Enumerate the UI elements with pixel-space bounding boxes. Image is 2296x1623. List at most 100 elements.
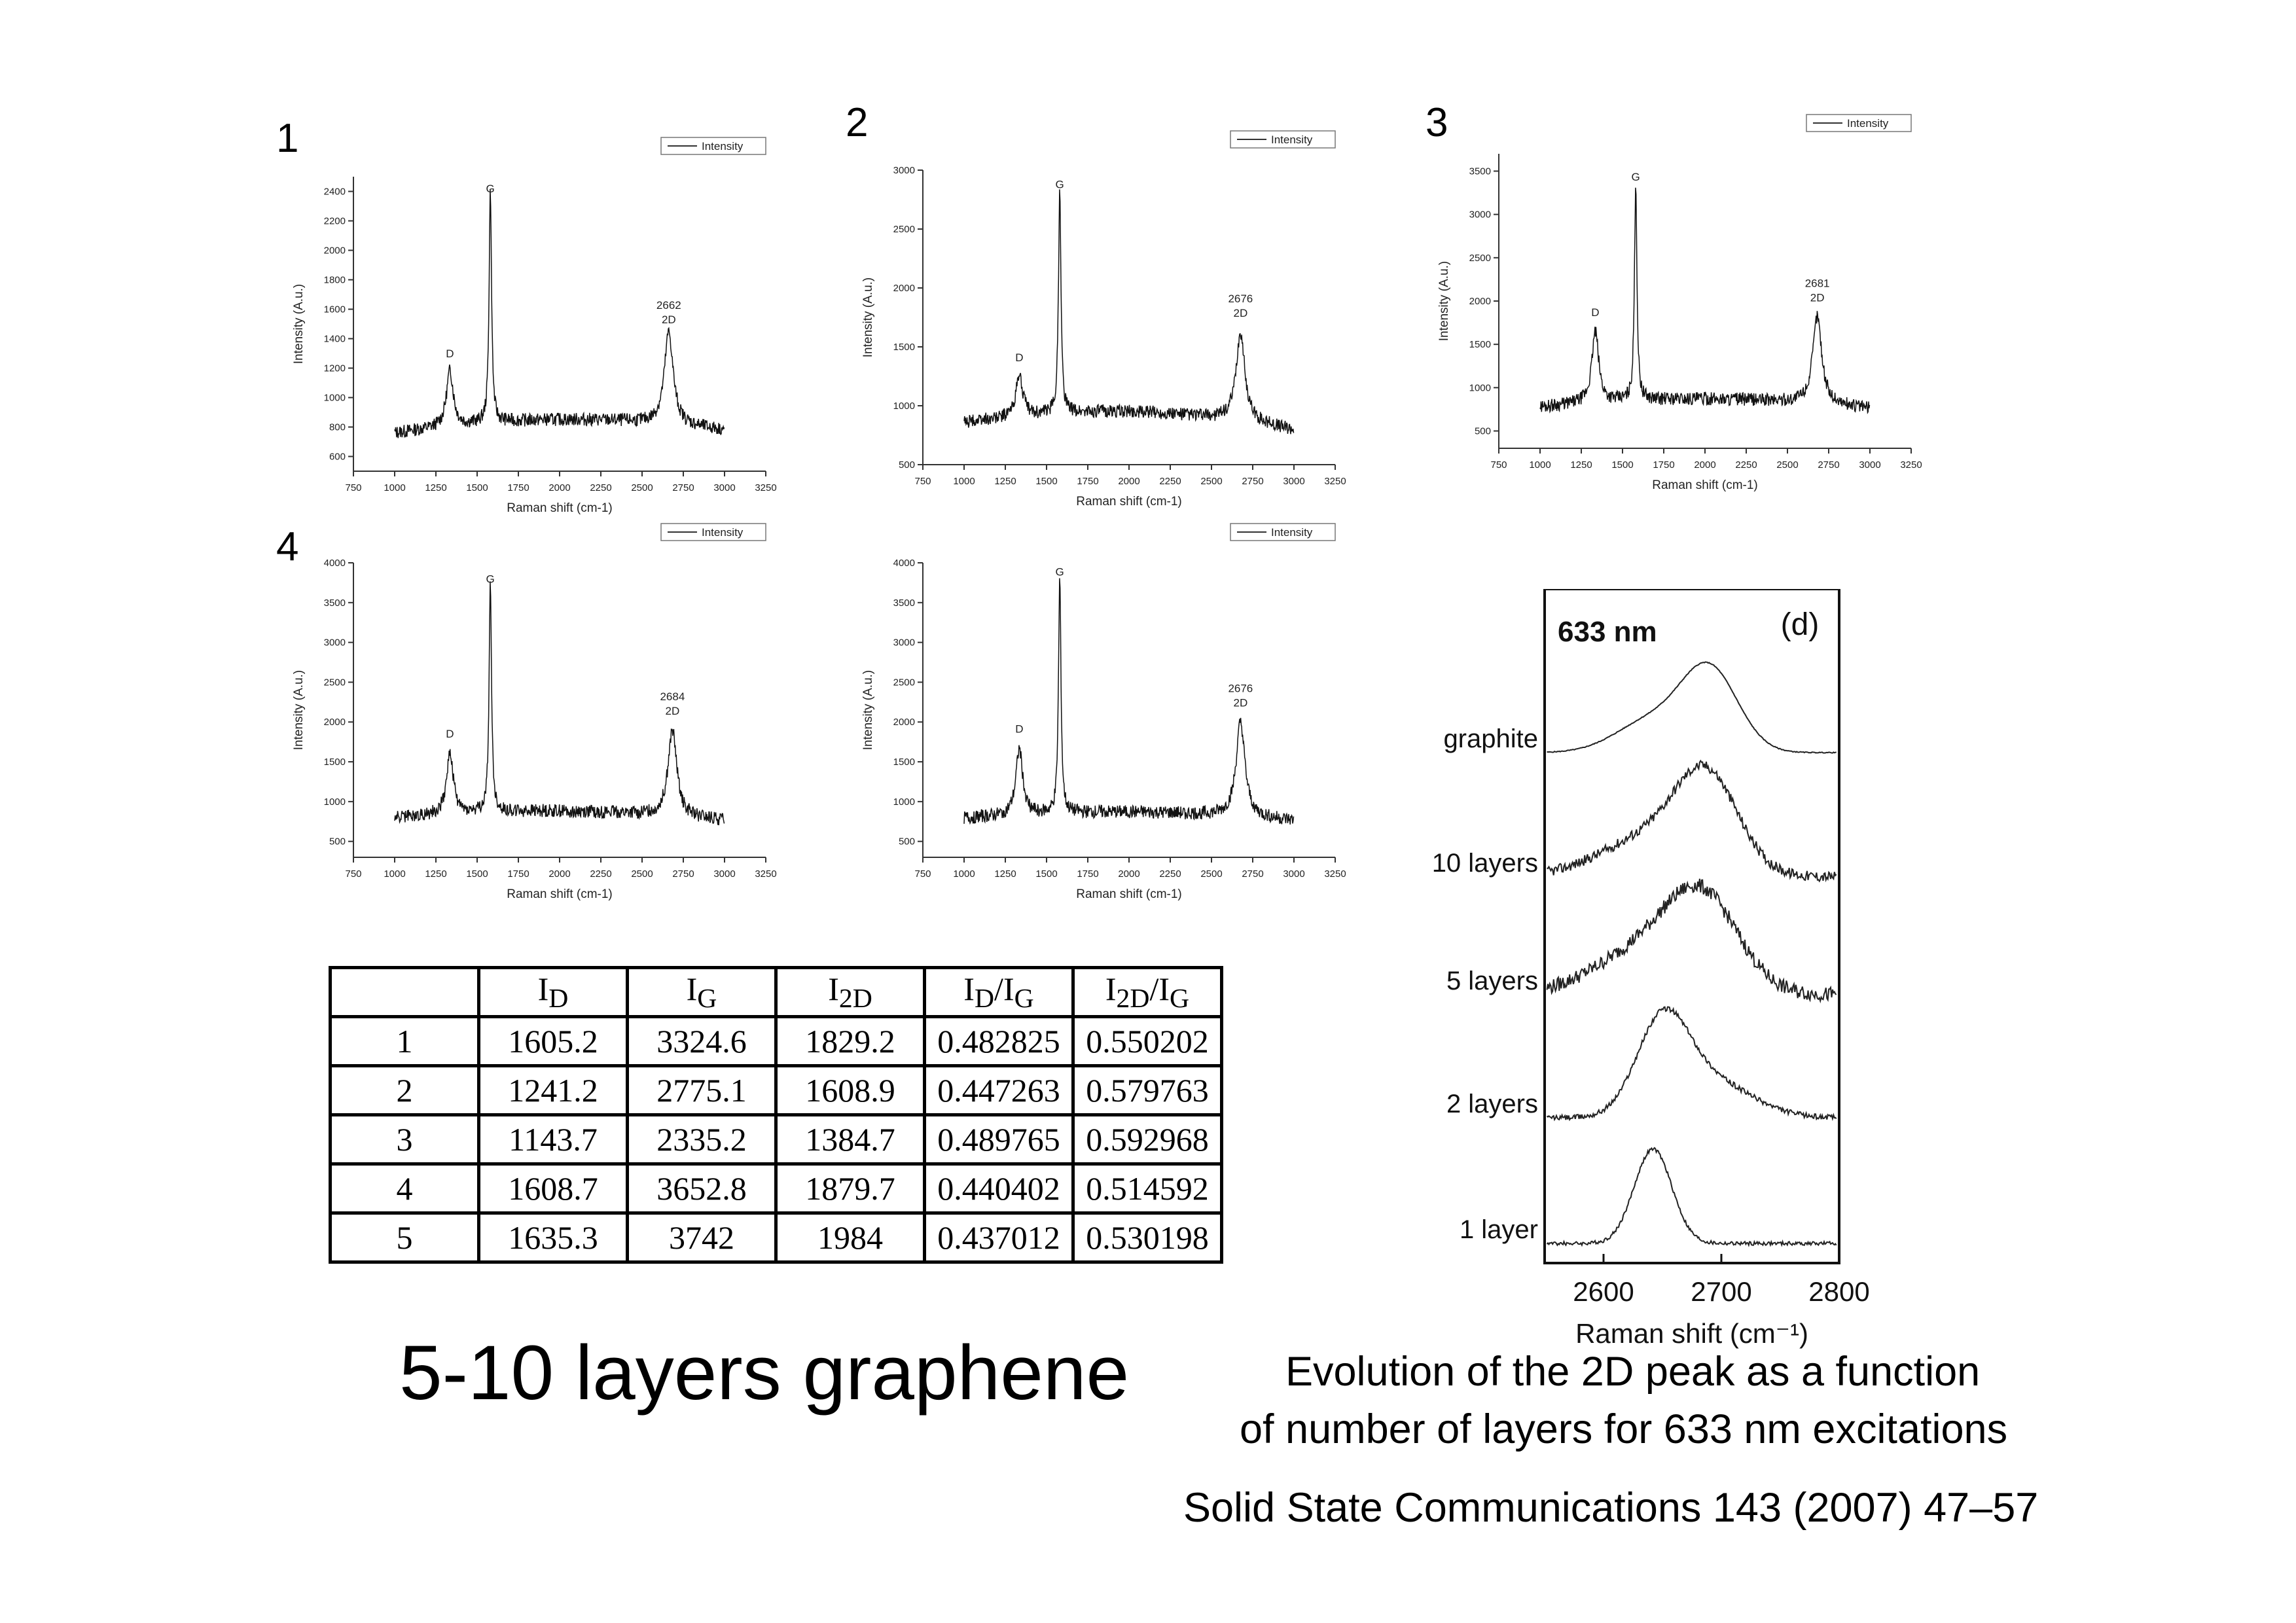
table-cell: 2775.1: [626, 1064, 778, 1116]
y-tick-label: 800: [329, 422, 346, 433]
panel-number-1: 1: [276, 116, 299, 161]
table-cell: 0.482825: [923, 1015, 1075, 1067]
table-cell: 0.437012: [923, 1211, 1075, 1264]
x-axis-label: Raman shift (cm-1): [1076, 495, 1182, 508]
x-tick-label: 1750: [507, 868, 529, 880]
peak-label-g: G: [1056, 179, 1064, 191]
x-tick-label: 2000: [1118, 868, 1139, 880]
table-cell: 3324.6: [626, 1015, 778, 1067]
y-tick-label: 2500: [324, 677, 346, 688]
spectrum-line: [1539, 187, 1871, 414]
x-tick-label: 3000: [713, 868, 735, 880]
y-tick-label: 1500: [324, 757, 346, 768]
y-tick-label: 2500: [893, 224, 915, 235]
x-tick-label: 2000: [1694, 459, 1715, 471]
spectrum-line: [963, 189, 1295, 435]
spectrum-line: [394, 188, 725, 438]
x-tick-label: 2500: [631, 482, 653, 493]
table-cell: 1241.2: [477, 1064, 629, 1116]
figure-frame: [1543, 589, 1840, 1264]
table-header-cell: IG: [626, 966, 778, 1018]
series-label: 1 layer: [1460, 1215, 1538, 1244]
y-tick-label: 2000: [893, 283, 915, 294]
x-axis-label: Raman shift (cm-1): [1652, 478, 1758, 492]
x-tick-label: 1500: [1035, 476, 1057, 487]
y-tick-label: 1200: [324, 363, 346, 374]
table-row: 1 1605.2 3324.6 1829.2 0.482825 0.550202: [329, 1015, 1223, 1067]
x-tick-label: 2250: [1159, 868, 1181, 880]
table-cell: 0.440402: [923, 1162, 1075, 1215]
x-tick-label: 3250: [1324, 476, 1346, 487]
series-line-1-layer: [1546, 1147, 1837, 1247]
y-tick-label: 1400: [324, 334, 346, 345]
y-tick-label: 1000: [893, 796, 915, 808]
x-tick-label: 3250: [1900, 459, 1922, 471]
figure-caption-line-1: Evolution of the 2D peak as a function: [1285, 1349, 1981, 1395]
peak-label-2d: 2D: [666, 705, 680, 717]
y-tick-label: 2400: [324, 187, 346, 198]
table-cell: 1384.7: [774, 1113, 926, 1166]
legend-label: Intensity: [702, 140, 744, 152]
peak-label-g: G: [486, 573, 495, 586]
table-cell: 0.514592: [1071, 1162, 1223, 1215]
x-tick-label: 1000: [953, 476, 975, 487]
y-tick-label: 500: [1475, 426, 1491, 437]
x-tick-label: 2750: [672, 482, 694, 493]
table-cell: 5: [329, 1211, 480, 1264]
x-tick-label: 1250: [994, 476, 1016, 487]
series-label: 10 layers: [1432, 849, 1538, 878]
peak-label-2d: 2D: [662, 313, 676, 326]
x-tick-label: 2600: [1573, 1276, 1634, 1307]
series-line-2-layers: [1546, 1006, 1837, 1122]
y-tick-label: 2000: [324, 245, 346, 257]
peak-label-d: D: [1015, 722, 1023, 735]
y-axis-label: Intensity (A.u.): [1437, 261, 1451, 342]
x-tick-label: 750: [345, 482, 361, 493]
peak-label-d: D: [1591, 306, 1599, 319]
y-tick-label: 1000: [893, 401, 915, 412]
table-header-row: ID IG I2D ID/IG I2D/IG: [329, 966, 1223, 1018]
y-tick-label: 1600: [324, 304, 346, 315]
table-cell: 1879.7: [774, 1162, 926, 1215]
raman-plot-4: 750 1000 1250 1500 1750 2000 2250 2500 2750 3000 3…: [268, 517, 779, 910]
x-tick-label: 1750: [1077, 868, 1098, 880]
x-tick-label: 750: [914, 476, 931, 487]
x-tick-label: 1750: [507, 482, 529, 493]
peak-label-2d: 2D: [1233, 307, 1247, 319]
x-tick-label: 2750: [1818, 459, 1839, 471]
y-tick-label: 2500: [1469, 253, 1491, 264]
series-label: 2 layers: [1446, 1090, 1538, 1118]
series-label: graphite: [1443, 724, 1538, 753]
legend-label: Intensity: [1847, 117, 1889, 130]
table-cell: 2: [329, 1064, 480, 1116]
table-header-cell: ID: [477, 966, 629, 1018]
series-line-5-layers: [1546, 878, 1837, 1004]
table-header-cell: I2D: [774, 966, 926, 1018]
y-axis-label: Intensity (A.u.): [292, 284, 306, 365]
y-tick-label: 1000: [324, 796, 346, 808]
table-cell: 0.530198: [1071, 1211, 1223, 1264]
y-axis-label: Intensity (A.u.): [861, 670, 875, 751]
table-header-cell: [329, 966, 480, 1018]
raman-plot-1: 750 1000 1250 1500 1750 2000 2250 2500 2750 3000 3…: [268, 131, 779, 524]
series-label: 5 layers: [1446, 967, 1538, 995]
x-tick-label: 1500: [1611, 459, 1633, 471]
x-tick-label: 1000: [1529, 459, 1551, 471]
y-axis-label: Intensity (A.u.): [861, 277, 875, 358]
peak-label-d: D: [446, 728, 454, 740]
x-tick-label: 1000: [953, 868, 975, 880]
table-row: 4 1608.7 3652.8 1879.7 0.440402 0.514592: [329, 1162, 1223, 1215]
raman-plot-3: 750 1000 1250 1500 1750 2000 2250 2500 2750 3000 3…: [1414, 108, 1924, 501]
x-tick-label: 1750: [1653, 459, 1674, 471]
x-tick-label: 3000: [1283, 868, 1304, 880]
x-tick-label: 750: [345, 868, 361, 880]
x-tick-label: 1250: [425, 868, 446, 880]
table-cell: 1984: [774, 1211, 926, 1264]
y-tick-label: 600: [329, 452, 346, 463]
x-tick-label: 2700: [1691, 1276, 1751, 1307]
peak-position-2d: 2681: [1805, 277, 1830, 289]
raman-plot-5: 750 1000 1250 1500 1750 2000 2250 2500 2750 3000 3…: [838, 517, 1348, 910]
table-cell: 1608.9: [774, 1064, 926, 1116]
series-line-10-layers: [1547, 759, 1837, 883]
peak-label-2d: 2D: [1233, 697, 1247, 709]
